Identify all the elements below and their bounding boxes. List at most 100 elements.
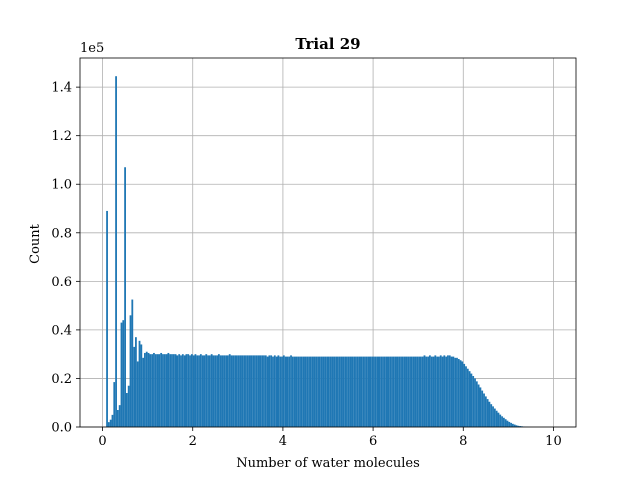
- x-tick-label: 0: [98, 434, 106, 449]
- histogram-bar: [131, 299, 134, 427]
- histogram-bar: [338, 356, 341, 427]
- histogram-bar: [342, 356, 345, 427]
- histogram-bar: [443, 355, 446, 427]
- histogram-bar: [163, 354, 166, 427]
- histogram-bar: [470, 373, 473, 427]
- histogram-bar: [499, 414, 502, 427]
- histogram-bar: [147, 352, 150, 427]
- histogram-bar: [165, 354, 168, 427]
- histogram-bar: [389, 356, 392, 427]
- y-tick-label: 0.4: [51, 323, 72, 338]
- histogram-bar: [259, 355, 262, 427]
- histogram-bar: [362, 356, 365, 427]
- histogram-bar: [331, 356, 334, 427]
- histogram-bar: [328, 356, 330, 427]
- histogram-bar: [194, 354, 197, 427]
- histogram-bar: [308, 356, 310, 427]
- histogram-bar: [421, 356, 424, 427]
- histogram-bar: [250, 355, 253, 427]
- histogram-bar: [300, 356, 303, 427]
- y-tick-label: 1.2: [51, 129, 72, 144]
- histogram-bar: [400, 356, 402, 427]
- histogram-bar: [180, 355, 182, 427]
- histogram-bar: [198, 355, 200, 427]
- histogram-bar: [264, 355, 267, 427]
- histogram-bar: [205, 354, 208, 427]
- y-axis-offset-label: 1e5: [80, 41, 104, 56]
- histogram-bar: [418, 356, 420, 427]
- histogram-bar: [196, 355, 199, 427]
- histogram-bar: [135, 337, 137, 427]
- histogram-bar: [232, 355, 235, 427]
- histogram-bar: [481, 390, 484, 427]
- histogram-bar: [427, 356, 430, 427]
- histogram-bar: [461, 361, 464, 427]
- histogram-bar: [472, 376, 475, 427]
- histogram-bar: [475, 381, 478, 427]
- histogram-bar: [118, 405, 121, 427]
- histogram-bar: [277, 355, 280, 427]
- histogram-bar: [208, 355, 211, 427]
- histogram-bar: [174, 354, 177, 427]
- histogram-bar: [219, 355, 222, 427]
- histogram-bar: [113, 382, 116, 427]
- histogram-bar: [106, 210, 108, 427]
- histogram-bar: [519, 426, 521, 427]
- histogram-bar: [407, 356, 410, 427]
- histogram-bar: [225, 355, 227, 427]
- y-tick-label: 1.0: [51, 178, 72, 193]
- histogram-bar: [419, 356, 422, 427]
- histogram-bar: [129, 315, 132, 427]
- histogram-bar: [156, 354, 159, 427]
- histogram-bar: [416, 356, 419, 427]
- histogram-bar: [329, 356, 332, 427]
- y-tick-label: 0.0: [51, 421, 72, 436]
- histogram-bar: [216, 355, 218, 427]
- histogram-bar: [493, 408, 496, 427]
- histogram-bar: [463, 363, 466, 427]
- histogram-bar: [479, 387, 482, 427]
- histogram-bar: [401, 356, 404, 427]
- x-axis-ticks: 0 2 4 6 8 10: [98, 427, 562, 449]
- histogram-bar: [474, 378, 476, 427]
- histogram-bar: [318, 356, 321, 427]
- histogram-bar: [488, 401, 491, 427]
- histogram-bar: [405, 356, 408, 427]
- histogram-bar: [490, 404, 493, 427]
- histogram-bar: [190, 354, 193, 427]
- histogram-bar: [398, 356, 401, 427]
- histogram-bar: [217, 354, 220, 427]
- histogram-bar: [445, 356, 448, 427]
- histogram-bar: [351, 356, 354, 427]
- histogram-bar: [223, 355, 226, 427]
- histogram-bar: [255, 355, 258, 427]
- histogram-bar: [382, 356, 384, 427]
- histogram-bar: [456, 357, 458, 427]
- histogram-bar: [254, 355, 256, 427]
- histogram-bar: [502, 417, 505, 427]
- histogram-bar: [185, 354, 188, 427]
- histogram-bar: [284, 356, 287, 427]
- histogram-bar: [441, 356, 444, 427]
- histogram-bar: [450, 356, 453, 427]
- histogram-bar: [380, 356, 383, 427]
- histogram-bar: [434, 355, 437, 427]
- histogram-bar: [181, 354, 184, 427]
- histogram-bar: [438, 356, 440, 427]
- histogram-bar: [353, 356, 356, 427]
- histogram-bar: [281, 356, 283, 427]
- histogram-bar: [335, 356, 338, 427]
- chart-title: Trial 29: [295, 35, 360, 53]
- histogram-bar: [230, 355, 233, 427]
- histogram-bar: [115, 76, 117, 427]
- histogram-bar: [133, 346, 136, 427]
- histogram-bar: [239, 355, 242, 427]
- y-tick-label: 0.8: [51, 226, 72, 241]
- histogram-bar: [176, 355, 179, 427]
- histogram-bar: [199, 354, 202, 427]
- histogram-bar: [107, 422, 110, 427]
- histogram-bar: [313, 356, 316, 427]
- histogram-bar: [221, 355, 224, 427]
- histogram-bar: [293, 356, 296, 427]
- histogram-bar: [160, 352, 163, 427]
